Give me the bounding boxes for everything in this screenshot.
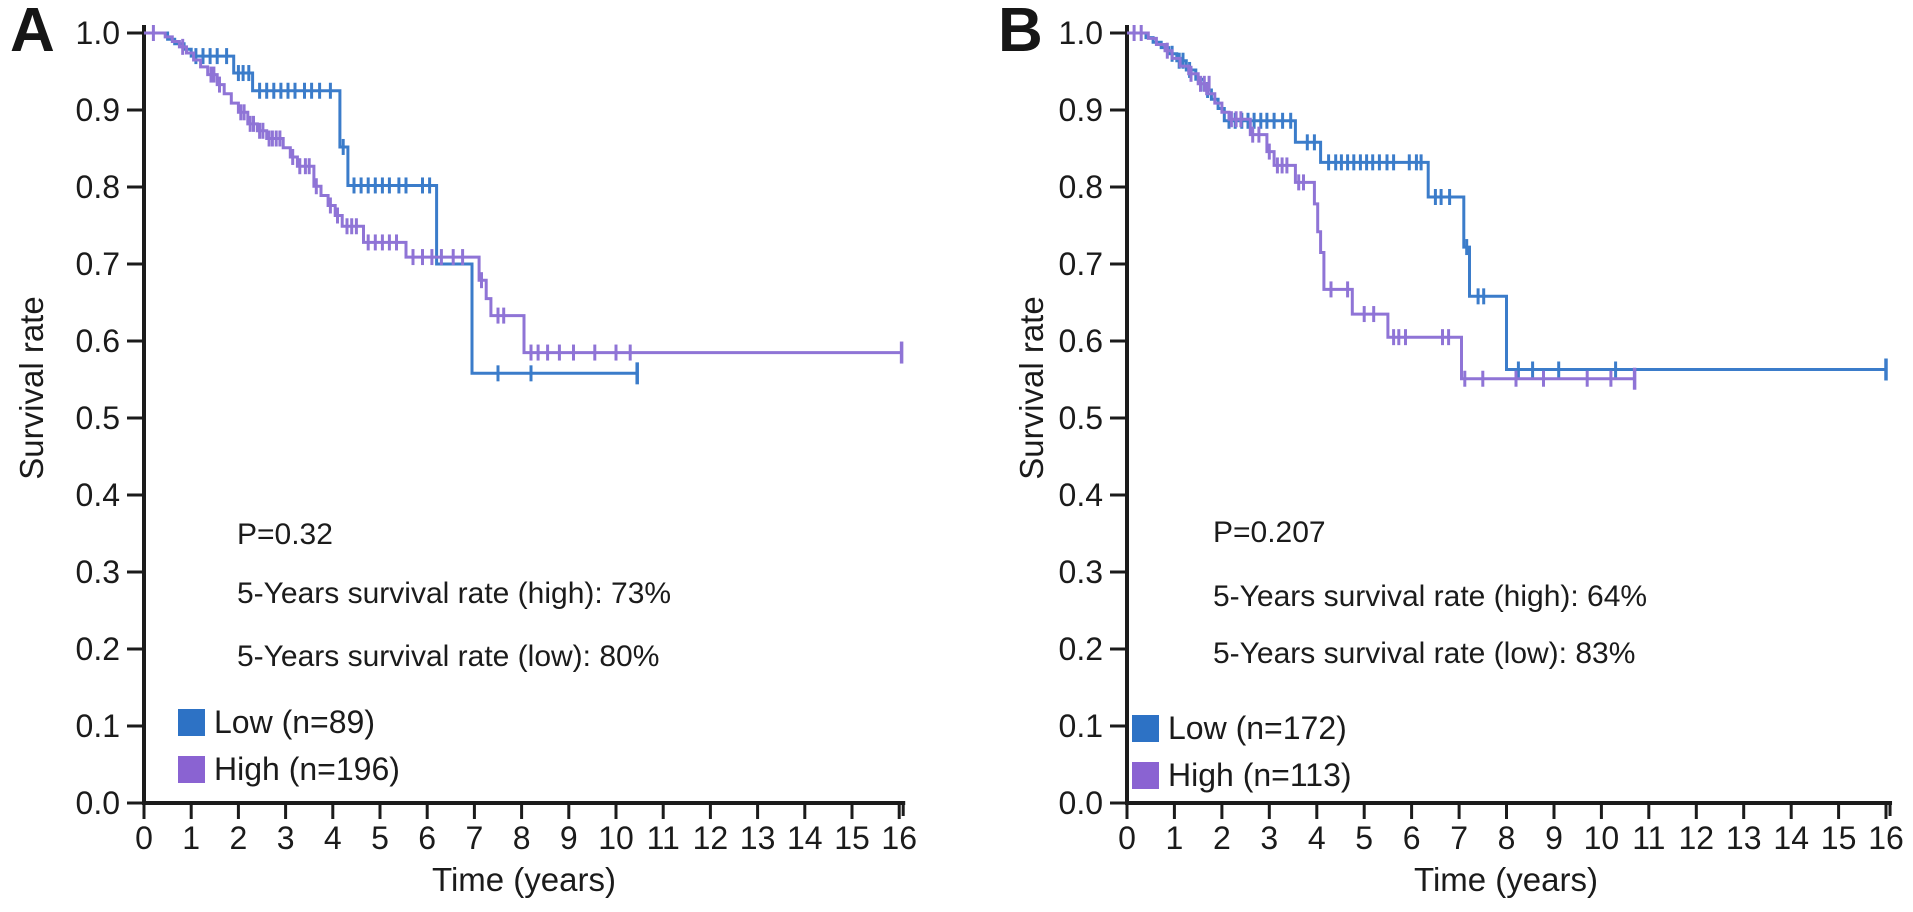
- y-tick-label: 0.7: [76, 246, 120, 282]
- x-tick-label: 5: [1355, 820, 1373, 856]
- x-tick-label: 12: [1679, 820, 1715, 856]
- panel-b-p-value: P=0.207: [1213, 516, 1326, 549]
- legend-item-label: High (n=113): [1168, 757, 1352, 793]
- x-tick-label: 0: [1118, 820, 1136, 856]
- y-tick-label: 0.3: [76, 554, 120, 590]
- survival-curve-high: [144, 31, 902, 355]
- y-tick-label: 0.5: [1059, 400, 1103, 436]
- x-tick-label: 4: [1308, 820, 1326, 856]
- x-tick-label: 11: [1632, 820, 1665, 856]
- panel-a-rate-low: 5-Years survival rate (low): 80%: [237, 640, 660, 673]
- y-tick-label: 0.4: [76, 477, 120, 513]
- x-tick-label: 14: [1773, 820, 1809, 856]
- x-tick-label: 1: [182, 820, 200, 856]
- x-tick-label: 10: [598, 820, 634, 856]
- y-tick-label: 0.8: [76, 169, 120, 205]
- high-series-swatch: [178, 756, 205, 783]
- panel-b-rate-high: 5-Years survival rate (high): 64%: [1213, 580, 1648, 613]
- x-tick-label: 11: [647, 820, 680, 856]
- y-tick-label: 1.0: [1059, 15, 1103, 51]
- x-tick-label: 16: [881, 820, 917, 856]
- low-series-swatch: [178, 709, 205, 736]
- panel-b-label: B: [998, 0, 1043, 65]
- x-tick-label: 6: [418, 820, 436, 856]
- panel-a-label: A: [10, 0, 55, 65]
- x-tick-label: 16: [1868, 820, 1904, 856]
- y-tick-label: 0.2: [1059, 631, 1103, 667]
- y-tick-label: 0.2: [76, 631, 120, 667]
- y-tick-label: 0.7: [1059, 246, 1103, 282]
- x-tick-label: 8: [513, 820, 531, 856]
- panel-b-x-axis-title: Time (years): [1414, 861, 1598, 898]
- x-tick-label: 9: [560, 820, 578, 856]
- panel-a-plot: 0.00.10.20.30.40.50.60.70.80.91.00 1 2 3 4 5 6…: [76, 15, 917, 856]
- y-tick-label: 0.6: [1059, 323, 1103, 359]
- y-tick-label: 0.8: [1059, 169, 1103, 205]
- x-tick-label: 3: [1260, 820, 1278, 856]
- x-tick-label: 1: [1166, 820, 1184, 856]
- y-tick-label: 0.5: [76, 400, 120, 436]
- x-tick-label: 5: [371, 820, 389, 856]
- y-tick-label: 0.1: [76, 708, 120, 744]
- panel-a-legend: Low (n=89) High (n=196): [178, 704, 400, 798]
- y-tick-label: 0.4: [1059, 477, 1103, 513]
- x-tick-label: 12: [693, 820, 729, 856]
- y-tick-label: 0.3: [1059, 554, 1103, 590]
- x-tick-label: 7: [1450, 820, 1468, 856]
- legend-item-low: Low (n=89): [178, 704, 400, 741]
- x-tick-label: 15: [834, 820, 870, 856]
- x-tick-label: 9: [1545, 820, 1563, 856]
- x-tick-label: 10: [1584, 820, 1620, 856]
- panel-b-y-axis-title: Survival rate: [1013, 296, 1050, 480]
- legend-item-high: High (n=196): [178, 751, 400, 788]
- y-tick-label: 1.0: [76, 15, 120, 51]
- y-tick-label: 0.1: [1059, 708, 1103, 744]
- y-tick-label: 0.9: [76, 92, 120, 128]
- x-tick-label: 15: [1821, 820, 1857, 856]
- survival-curve-low: [1127, 31, 1886, 371]
- panel-a-p-value: P=0.32: [237, 518, 333, 551]
- panel-a-y-axis-title: Survival rate: [13, 296, 50, 480]
- x-tick-label: 13: [740, 820, 776, 856]
- panel-a-rate-high: 5-Years survival rate (high): 73%: [237, 577, 672, 610]
- x-tick-label: 7: [466, 820, 484, 856]
- x-tick-label: 6: [1403, 820, 1421, 856]
- y-tick-label: 0.0: [1059, 785, 1103, 821]
- x-tick-label: 2: [230, 820, 248, 856]
- x-tick-label: 8: [1498, 820, 1516, 856]
- low-series-swatch: [1132, 715, 1159, 742]
- panel-b-legend: Low (n=172) High (n=113): [1132, 710, 1352, 804]
- x-tick-label: 14: [787, 820, 823, 856]
- x-tick-label: 2: [1213, 820, 1231, 856]
- x-tick-label: 3: [277, 820, 295, 856]
- y-tick-label: 0.9: [1059, 92, 1103, 128]
- panel-a-x-axis-title: Time (years): [432, 861, 616, 898]
- x-tick-label: 4: [324, 820, 342, 856]
- high-series-swatch: [1132, 762, 1159, 789]
- y-tick-label: 0.6: [76, 323, 120, 359]
- legend-item-label: Low (n=89): [214, 704, 375, 740]
- y-tick-label: 0.0: [76, 785, 120, 821]
- x-tick-label: 13: [1726, 820, 1762, 856]
- panel-b-plot: 0.00.10.20.30.40.50.60.70.80.91.00 1 2 3 4 5 6…: [1059, 15, 1904, 856]
- legend-item-label: High (n=196): [214, 751, 400, 787]
- legend-item-label: Low (n=172): [1168, 710, 1347, 746]
- legend-item-high: High (n=113): [1132, 757, 1352, 794]
- x-tick-label: 0: [135, 820, 153, 856]
- legend-item-low: Low (n=172): [1132, 710, 1352, 747]
- panel-b-rate-low: 5-Years survival rate (low): 83%: [1213, 637, 1636, 670]
